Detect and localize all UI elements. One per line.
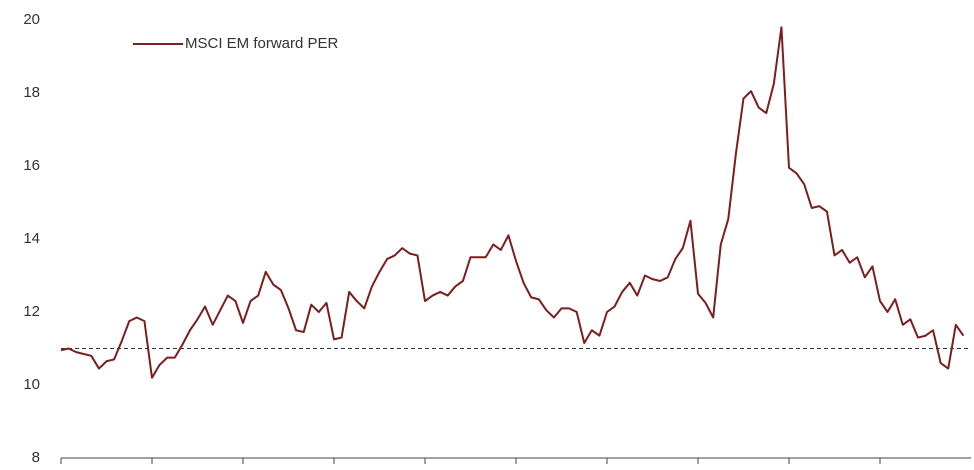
x-tick-label: 2014	[135, 467, 168, 470]
x-tick-label: 2013	[44, 467, 77, 470]
y-tick-label: 10	[23, 376, 40, 393]
y-tick-label: 20	[23, 11, 40, 28]
x-tick-label: 2015	[226, 467, 259, 470]
legend-label: MSCI EM forward PER	[185, 35, 339, 52]
x-tick-label: 2016	[317, 467, 350, 470]
x-tick-label: 2019	[590, 467, 623, 470]
y-tick-label: 18	[23, 84, 40, 101]
x-tick-label: 2022	[863, 467, 896, 470]
series-line	[60, 26, 965, 379]
x-tick-label: 2017	[408, 467, 441, 470]
x-tick-label: 2018	[499, 467, 532, 470]
y-tick-label: 14	[23, 230, 40, 247]
y-tick-label: 16	[23, 157, 40, 174]
x-tick-label: 2021	[772, 467, 805, 470]
x-tick-label: 2020	[681, 467, 714, 470]
y-tick-label: 12	[23, 303, 40, 320]
y-tick-label: 8	[32, 449, 40, 466]
